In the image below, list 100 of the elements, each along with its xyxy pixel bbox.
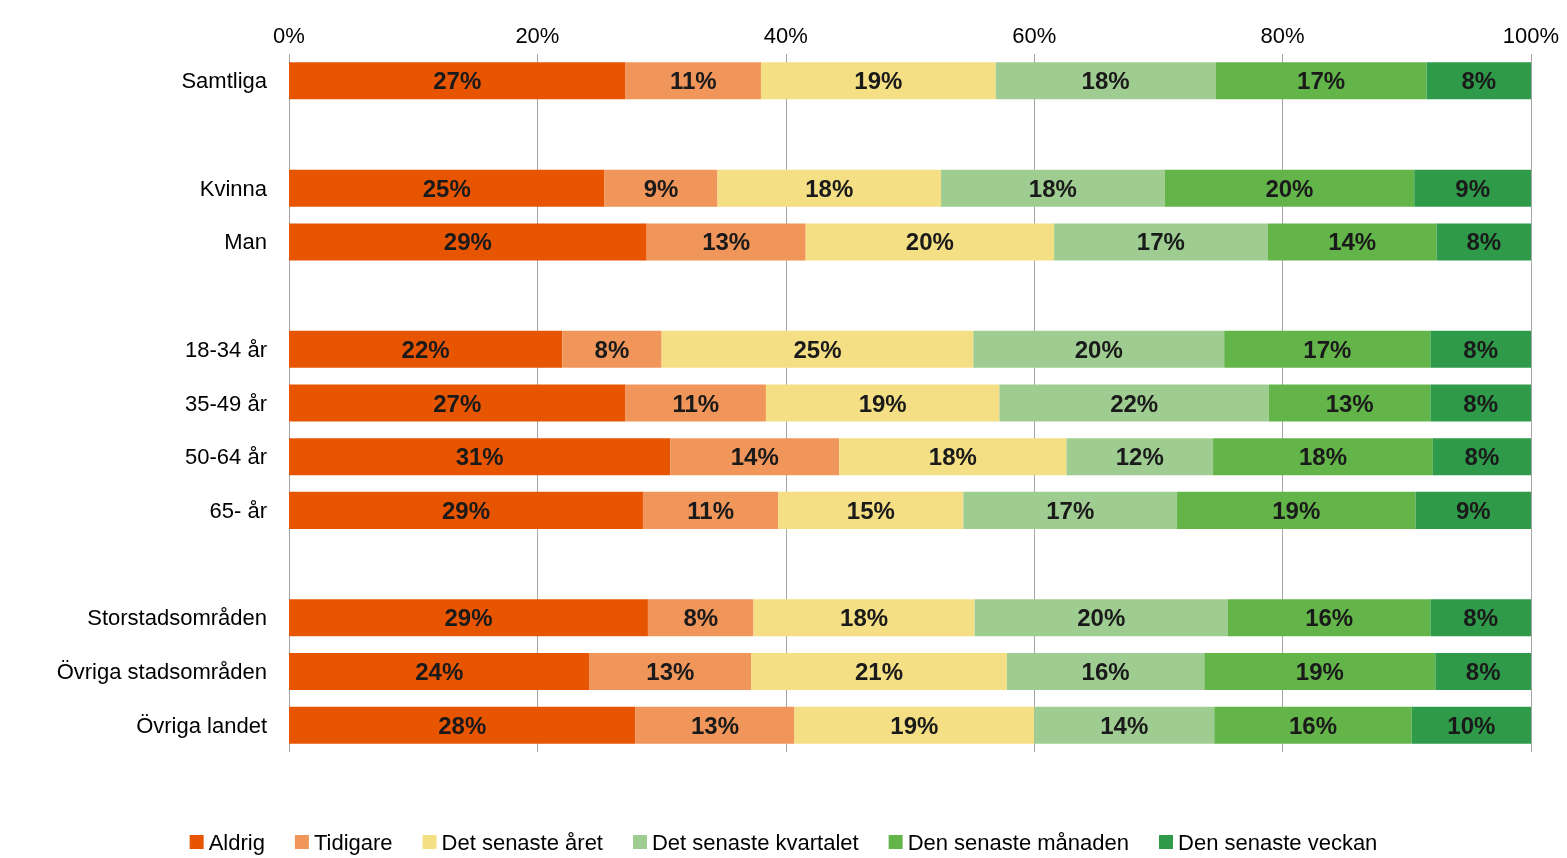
data-label: 8% [1464, 443, 1500, 471]
y-tick-label: Övriga landet [136, 712, 267, 738]
x-tick-label: 0% [273, 22, 305, 48]
bar [974, 599, 1228, 637]
data-label: 27% [433, 67, 482, 95]
bar [1426, 62, 1531, 100]
bar [289, 330, 563, 368]
bar [642, 491, 779, 529]
x-tick-label: 60% [1012, 22, 1057, 48]
data-label: 21% [854, 657, 903, 685]
bar [794, 706, 1035, 744]
data-label: 19% [1295, 657, 1344, 685]
bar [805, 223, 1055, 261]
data-label: 28% [438, 711, 487, 739]
data-label: 11% [672, 389, 720, 417]
data-label: 15% [846, 496, 895, 524]
data-label: 17% [1297, 67, 1346, 95]
data-label: 18% [805, 174, 854, 202]
data-label: 27% [433, 389, 482, 417]
bar [646, 223, 806, 261]
bar [760, 62, 996, 100]
data-label: 12% [1115, 443, 1164, 471]
data-label: 19% [854, 67, 903, 95]
data-label: 29% [444, 604, 493, 632]
bar [1414, 169, 1531, 207]
data-label: 18% [1298, 443, 1347, 471]
data-label: 8% [1463, 604, 1499, 632]
data-label: 9% [643, 174, 679, 202]
data-label: 20% [1077, 604, 1126, 632]
y-tick-label: Övriga stadsområden [56, 658, 267, 684]
data-label: 16% [1289, 711, 1338, 739]
legend-label: Den senaste veckan [1178, 829, 1378, 855]
bar [1034, 706, 1215, 744]
bar [1215, 62, 1427, 100]
data-label: 25% [422, 174, 471, 202]
data-label: 22% [401, 335, 450, 363]
bar [839, 438, 1067, 476]
y-tick-label: 18-34 år [185, 336, 267, 362]
data-label: 18% [840, 604, 889, 632]
data-label: 29% [441, 496, 491, 524]
data-label: 8% [1463, 335, 1499, 363]
data-label: 19% [890, 711, 939, 739]
data-label: 14% [730, 443, 779, 471]
data-label: 29% [443, 228, 492, 256]
data-label: 18% [928, 443, 977, 471]
bar [941, 169, 1165, 207]
data-label: 8% [1466, 228, 1502, 256]
bar [562, 330, 662, 368]
data-label: 20% [1265, 174, 1314, 202]
data-label: 9% [1455, 496, 1491, 524]
bar [1224, 330, 1431, 368]
legend-label: Aldrig [208, 829, 265, 855]
data-label: 25% [793, 335, 842, 363]
bar [778, 491, 964, 529]
data-label: 20% [1074, 335, 1123, 363]
data-label: 8% [594, 335, 630, 363]
bar [963, 491, 1178, 529]
bar [1214, 706, 1412, 744]
data-label: 9% [1455, 174, 1490, 202]
bar [1268, 384, 1431, 422]
data-label: 13% [690, 711, 740, 739]
bar [670, 438, 840, 476]
bar [751, 652, 1007, 690]
data-label: 13% [646, 657, 695, 685]
bar [661, 330, 974, 368]
bar [1006, 652, 1205, 690]
bar [625, 62, 761, 100]
bar [1430, 599, 1531, 637]
bar [1415, 491, 1531, 529]
bar [1177, 491, 1416, 529]
bar [289, 223, 647, 261]
bar [765, 384, 1000, 422]
data-label: 16% [1081, 657, 1130, 685]
x-tick-label: 80% [1260, 22, 1305, 48]
data-label: 22% [1110, 389, 1159, 417]
bar [625, 384, 766, 422]
bar [289, 169, 605, 207]
bar [647, 599, 754, 637]
x-tick-label: 40% [763, 22, 808, 48]
bar [1054, 223, 1268, 261]
data-label: 17% [1136, 228, 1185, 256]
data-label: 13% [702, 228, 751, 256]
x-tick-label: 100% [1502, 22, 1560, 48]
bar [289, 652, 590, 690]
bar [753, 599, 975, 637]
bar [289, 62, 626, 100]
legend-label: Tidigare [313, 829, 393, 855]
data-label: 19% [858, 389, 907, 417]
x-tick-label: 20% [515, 22, 560, 48]
bar [999, 384, 1269, 422]
bar [973, 330, 1225, 368]
bar [1430, 384, 1531, 422]
bar [589, 652, 752, 690]
bar [289, 438, 671, 476]
y-tick-label: 65- år [209, 497, 267, 523]
bar [1227, 599, 1431, 637]
data-label: 17% [1303, 335, 1352, 363]
y-tick-label: Storstadsområden [87, 605, 267, 631]
bar [289, 599, 648, 637]
data-label: 18% [1028, 174, 1077, 202]
